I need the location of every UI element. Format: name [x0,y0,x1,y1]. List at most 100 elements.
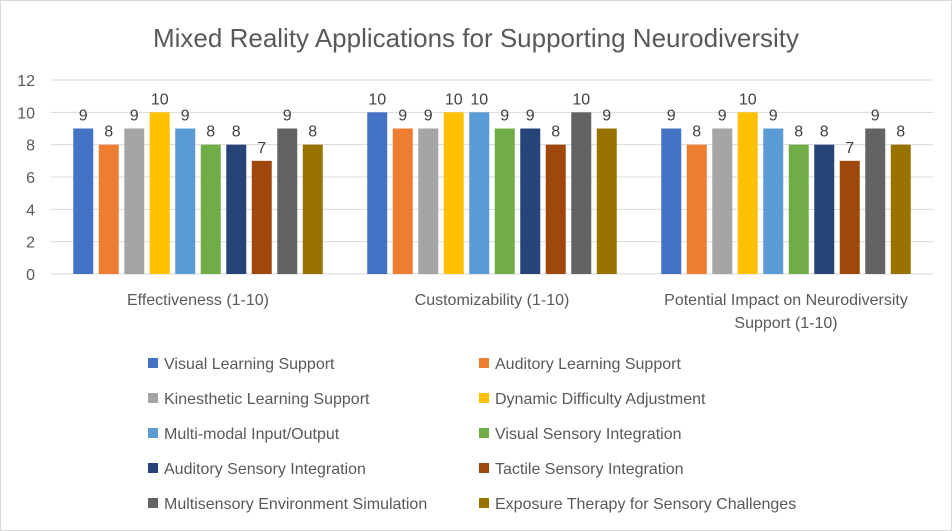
bar [737,112,758,274]
bar [73,128,94,274]
legend-label: Visual Learning Support [164,356,335,373]
data-label: 8 [206,124,215,141]
legend-label: Tactile Sensory Integration [495,461,684,478]
bar [302,144,323,274]
bar [226,144,247,274]
legend-swatch [479,358,489,368]
legend-swatch [148,463,158,473]
data-label: 9 [769,108,778,125]
data-label: 10 [151,91,169,108]
legend-swatch [148,358,158,368]
bar [661,128,682,274]
legend-swatch [148,393,158,403]
data-label: 9 [718,108,727,125]
bar [200,144,221,274]
data-label: 9 [424,108,433,125]
bar [890,144,911,274]
y-tick-label: 10 [17,105,35,122]
y-tick-label: 4 [26,202,35,219]
legend-swatch [148,498,158,508]
data-label: 9 [398,108,407,125]
bar [763,128,784,274]
bar [814,144,835,274]
bar [865,128,886,274]
x-category-label: Support (1-10) [734,315,837,332]
bar [392,128,413,274]
data-label: 8 [308,124,317,141]
data-label: 10 [572,91,590,108]
data-label: 9 [283,108,292,125]
bar [124,128,145,274]
legend-label: Exposure Therapy for Sensory Challenges [495,496,796,513]
data-label: 7 [257,140,266,157]
legend-label: Dynamic Difficulty Adjustment [495,391,706,408]
y-tick-label: 2 [26,235,35,252]
bar [839,160,860,274]
legend-label: Visual Sensory Integration [495,426,681,443]
bar [788,144,809,274]
bar [686,144,707,274]
legend-label: Auditory Learning Support [495,356,681,373]
y-tick-label: 8 [26,138,35,155]
gridlines [51,79,933,275]
y-tick-label: 6 [26,170,35,187]
legend-swatch [479,463,489,473]
legend-label: Multisensory Environment Simulation [164,496,427,513]
bar [545,144,566,274]
data-label: 9 [667,108,676,125]
bar [469,112,490,274]
bar [712,128,733,274]
legend-label: Multi-modal Input/Output [164,426,340,443]
data-label: 9 [181,108,190,125]
data-label: 8 [551,124,560,141]
bar [175,128,196,274]
legend-label: Kinesthetic Learning Support [164,391,370,408]
bars [73,112,911,274]
bar [251,160,272,274]
data-label: 9 [130,108,139,125]
legend-swatch [148,428,158,438]
x-axis-categories: Effectiveness (1-10) Customizability (1-1… [127,292,908,332]
data-label: 8 [692,124,701,141]
data-label: 8 [232,124,241,141]
y-tick-label: 0 [26,267,35,284]
legend-swatch [479,393,489,403]
bar [571,112,592,274]
data-label: 10 [445,91,463,108]
data-label: 8 [794,124,803,141]
data-label: 8 [104,124,113,141]
data-label: 9 [602,108,611,125]
data-label: 10 [470,91,488,108]
data-label: 9 [526,108,535,125]
data-label: 8 [896,124,905,141]
legend-swatch [479,498,489,508]
x-category-label: Effectiveness (1-10) [127,292,269,309]
data-label: 7 [845,140,854,157]
x-category-label: Customizability (1-10) [415,292,570,309]
y-axis-ticks: 0 2 4 6 8 10 12 [17,73,35,284]
bar [418,128,439,274]
data-label: 9 [871,108,880,125]
bar [98,144,119,274]
bar [367,112,388,274]
legend: Visual Learning Support Auditory Learning… [148,356,796,513]
bar [277,128,298,274]
data-label: 8 [820,124,829,141]
bar [149,112,170,274]
bar [494,128,515,274]
legend-swatch [479,428,489,438]
y-tick-label: 12 [17,73,35,90]
data-label: 10 [368,91,386,108]
bar [443,112,464,274]
data-label: 10 [739,91,757,108]
data-label: 9 [500,108,509,125]
chart-title: Mixed Reality Applications for Supportin… [153,23,799,53]
legend-label: Auditory Sensory Integration [164,461,366,478]
data-label: 9 [79,108,88,125]
x-category-label: Potential Impact on Neurodiversity [664,292,908,309]
bar [520,128,541,274]
bar [596,128,617,274]
